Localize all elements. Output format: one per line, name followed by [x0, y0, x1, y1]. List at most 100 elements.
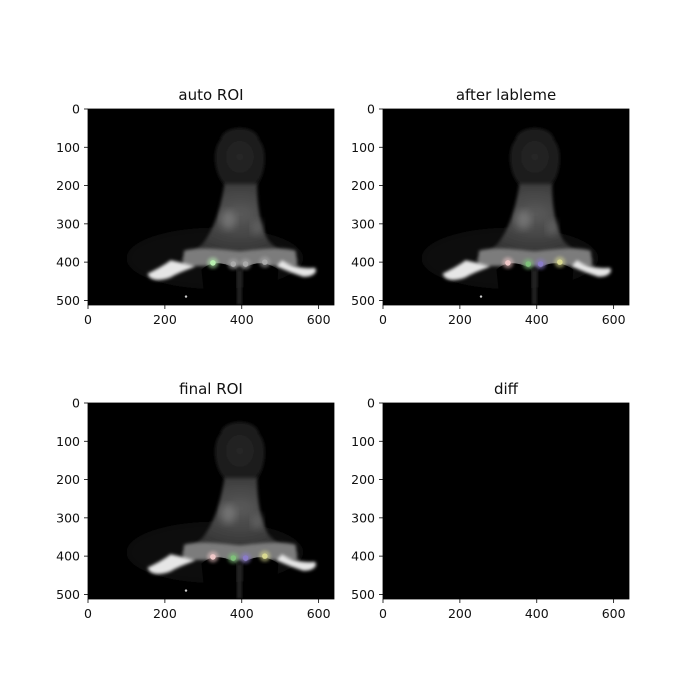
mouse-left-paw — [147, 554, 196, 574]
y-tick-label: 300 — [351, 510, 375, 525]
mouse-right-paw — [276, 260, 316, 277]
mouse-head — [215, 128, 265, 186]
y-tick-label: 300 — [56, 510, 80, 525]
y-tick-label: 500 — [351, 587, 375, 602]
noise-speck — [479, 295, 483, 298]
roi-marker — [242, 261, 249, 267]
noise-speck — [184, 295, 188, 298]
roi-marker — [210, 554, 216, 560]
subplot-1: auto ROI 0 200 400 600 0 100 200 300 400 500 — [56, 86, 335, 327]
mouse-right-paw — [276, 554, 316, 571]
y-tick-label: 400 — [351, 255, 375, 270]
y-tick-label: 300 — [56, 216, 80, 231]
shoulder-highlight — [546, 220, 558, 236]
leg-gap — [243, 263, 279, 305]
roi-marker — [262, 259, 268, 265]
roi-marker — [557, 259, 563, 265]
x-tick-label: 400 — [230, 606, 254, 621]
mouse-tail — [532, 269, 537, 305]
shoulder-highlight — [251, 514, 263, 530]
subplot-3: final ROI 0 200 400 600 0 100 200 300 400 500 — [56, 380, 335, 621]
noise-speck — [184, 589, 188, 592]
x-tick-label: 0 — [379, 606, 387, 621]
shoulder-highlight — [515, 210, 531, 230]
y-tick-label: 200 — [56, 472, 80, 487]
shoulder-highlight — [220, 504, 236, 524]
axes-frame — [87, 402, 335, 600]
axes-frame — [87, 108, 335, 306]
roi-marker — [537, 261, 544, 267]
roi-marker — [505, 260, 511, 266]
x-tick-label: 0 — [379, 312, 387, 327]
x-tick-label: 200 — [448, 312, 472, 327]
x-tick-label: 400 — [525, 606, 549, 621]
x-tick-label: 0 — [84, 312, 92, 327]
image-area — [88, 403, 334, 599]
x-tick-label: 200 — [448, 606, 472, 621]
leg-gap — [201, 557, 236, 599]
mouse-torso — [475, 183, 595, 261]
leg-gap — [496, 263, 531, 305]
mouse-tail — [237, 563, 242, 599]
y-tick-label: 500 — [56, 587, 80, 602]
y-tick-label: 0 — [367, 396, 375, 411]
x-tick-label: 600 — [307, 606, 331, 621]
image-area — [383, 109, 629, 305]
y-tick-label: 200 — [56, 178, 80, 193]
y-tick-label: 500 — [56, 293, 80, 308]
y-tick-label: 200 — [351, 178, 375, 193]
x-tick-label: 200 — [153, 606, 177, 621]
x-tick-label: 600 — [602, 606, 626, 621]
roi-marker — [525, 261, 532, 267]
y-tick-label: 0 — [72, 102, 80, 117]
image-background — [383, 403, 629, 599]
shoulder-highlight — [251, 220, 263, 236]
mouse-torso — [180, 183, 300, 261]
subplot-title: auto ROI — [178, 86, 243, 104]
leg-gap — [538, 263, 574, 305]
shoulder-highlight — [220, 210, 236, 230]
x-tick-label: 400 — [230, 312, 254, 327]
y-tick-label: 100 — [351, 140, 375, 155]
subplot-title: final ROI — [179, 380, 243, 398]
mouse-left-paw — [147, 260, 196, 280]
mouse-tail — [237, 269, 242, 305]
x-tick-label: 400 — [525, 312, 549, 327]
y-tick-label: 0 — [367, 102, 375, 117]
mouse-head — [215, 422, 265, 480]
axes-frame — [382, 108, 630, 306]
y-tick-label: 200 — [351, 472, 375, 487]
mouse-right-paw — [571, 260, 611, 277]
image-area — [383, 403, 629, 599]
subplot-title: diff — [494, 380, 519, 398]
y-tick-label: 0 — [72, 396, 80, 411]
subplot-title: after lableme — [456, 86, 556, 104]
x-tick-label: 600 — [602, 312, 626, 327]
leg-gap — [201, 263, 236, 305]
y-tick-label: 100 — [56, 434, 80, 449]
leg-gap — [243, 557, 279, 599]
y-tick-label: 400 — [56, 549, 80, 564]
y-tick-label: 100 — [56, 140, 80, 155]
x-tick-label: 200 — [153, 312, 177, 327]
x-tick-label: 600 — [307, 312, 331, 327]
x-tick-label: 0 — [84, 606, 92, 621]
subplot-4: diff 0 200 400 600 0 100 200 300 400 500 — [351, 380, 630, 621]
axes-frame — [382, 402, 630, 600]
mouse-torso — [180, 477, 300, 555]
subplot-2: after lableme 0 200 400 600 0 100 200 300 400 500 — [351, 86, 630, 327]
roi-marker — [262, 553, 268, 559]
y-tick-label: 300 — [351, 216, 375, 231]
y-tick-label: 400 — [56, 255, 80, 270]
image-area — [88, 109, 334, 305]
y-tick-label: 400 — [351, 549, 375, 564]
mouse-left-paw — [442, 260, 491, 280]
roi-marker — [230, 555, 237, 561]
roi-marker — [210, 260, 216, 266]
y-tick-label: 500 — [351, 293, 375, 308]
roi-marker — [230, 261, 237, 267]
roi-marker — [242, 555, 249, 561]
mouse-head — [510, 128, 560, 186]
y-tick-label: 100 — [351, 434, 375, 449]
